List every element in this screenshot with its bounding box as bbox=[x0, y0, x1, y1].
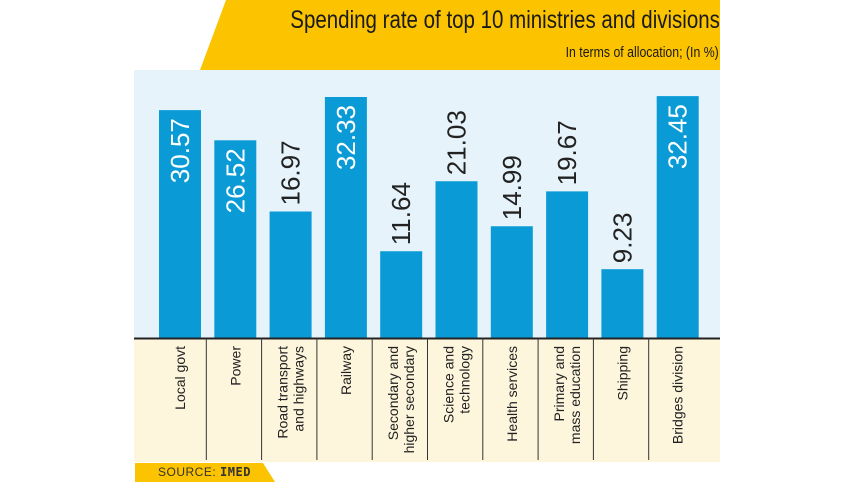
bar-value-label: 32.45 bbox=[663, 104, 693, 169]
category-label: Railway bbox=[338, 346, 354, 395]
category-label: Health services bbox=[504, 346, 520, 442]
category-label: mass education bbox=[567, 346, 583, 444]
category-label: Science and bbox=[441, 346, 457, 423]
category-label: and highways bbox=[291, 346, 307, 432]
category-label: Shipping bbox=[614, 346, 630, 401]
category-label: Power bbox=[227, 346, 243, 386]
bar bbox=[159, 110, 201, 338]
title-banner bbox=[200, 0, 720, 70]
source-tag bbox=[135, 463, 275, 482]
bar bbox=[380, 251, 423, 338]
category-label: Road transport bbox=[275, 346, 291, 439]
category-label: Primary and bbox=[551, 346, 567, 421]
bar-value-label: 21.03 bbox=[442, 110, 472, 175]
category-label: technology bbox=[457, 346, 473, 414]
category-label: Secondary and bbox=[385, 346, 401, 440]
bar-value-label: 11.64 bbox=[386, 182, 416, 245]
category-label: Bridges division bbox=[670, 346, 686, 444]
bar bbox=[601, 269, 644, 338]
bar-value-label: 30.57 bbox=[165, 118, 195, 183]
bar bbox=[214, 140, 257, 338]
chart-subtitle: In terms of allocation; (In %) bbox=[565, 44, 719, 61]
source-label: SOURCE: bbox=[158, 465, 217, 479]
bar-value-label: 9.23 bbox=[607, 213, 637, 264]
source-value: IMED bbox=[220, 465, 251, 479]
bar bbox=[546, 191, 589, 338]
bar bbox=[269, 211, 312, 338]
category-label: Local govt bbox=[172, 346, 188, 410]
chart-title: Spending rate of top 10 ministries and d… bbox=[290, 6, 720, 34]
bar bbox=[656, 96, 699, 339]
bar-value-label: 14.99 bbox=[497, 155, 527, 220]
bar-value-label: 26.52 bbox=[220, 148, 250, 213]
source-text: SOURCE: IMED bbox=[158, 465, 251, 479]
bar-value-label: 32.33 bbox=[331, 105, 361, 170]
bar-value-label: 16.97 bbox=[276, 140, 306, 205]
bar bbox=[490, 226, 533, 338]
bar-value-label: 19.67 bbox=[552, 120, 582, 185]
bar bbox=[435, 181, 478, 338]
category-label: higher secondary bbox=[401, 346, 417, 453]
bar bbox=[324, 97, 367, 338]
